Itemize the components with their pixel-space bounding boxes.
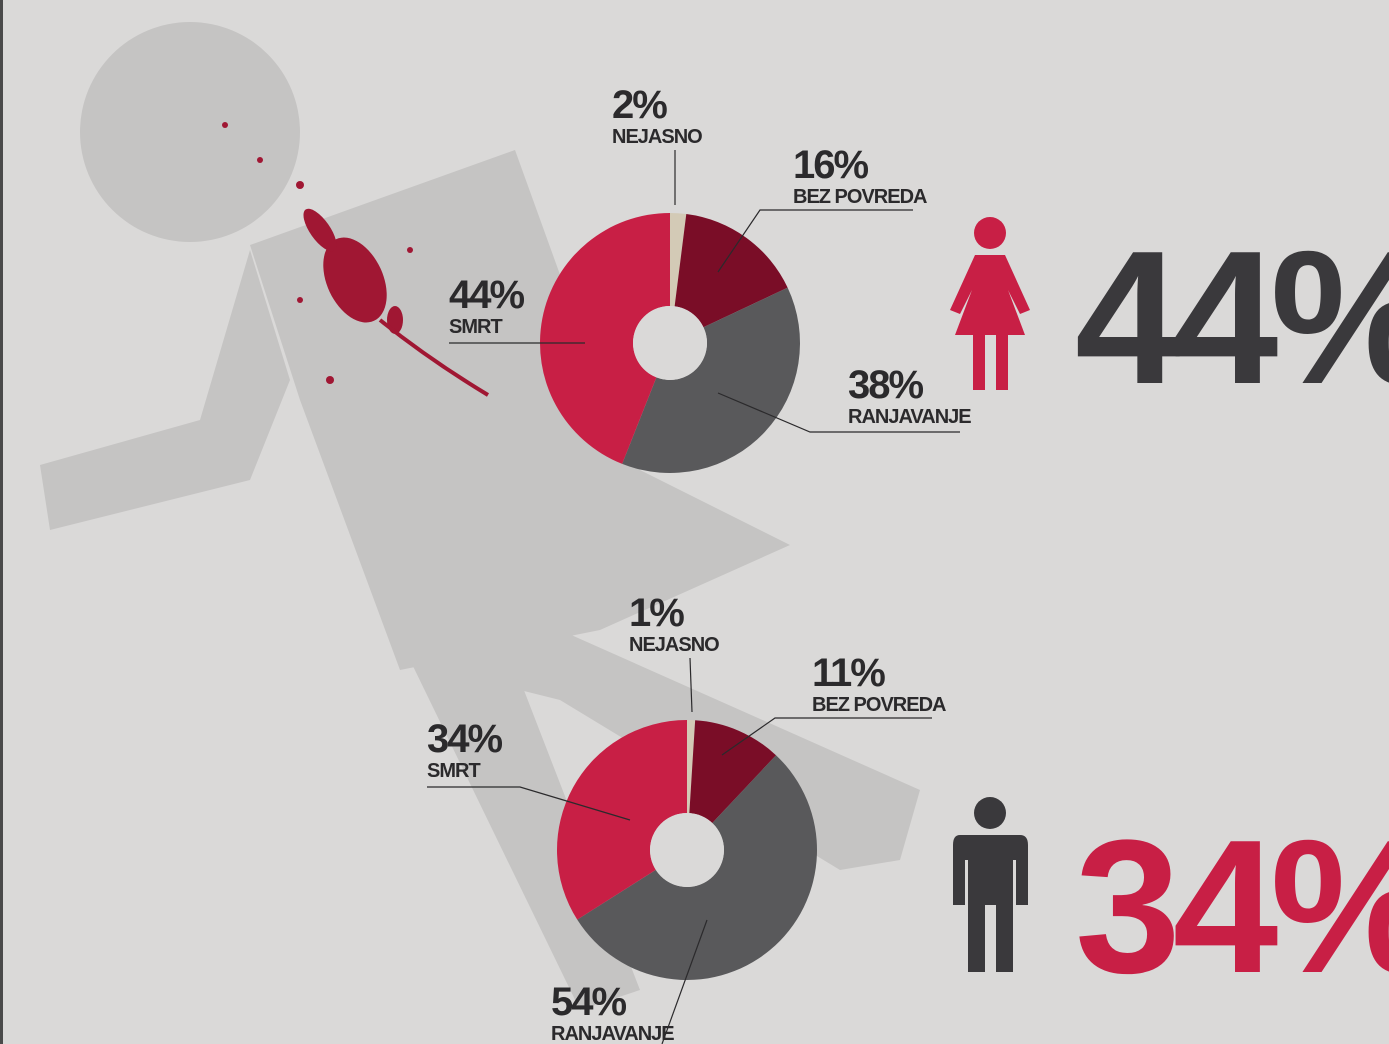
value-label: 38% [848, 363, 923, 407]
category-label: RANJAVANJE [551, 1023, 674, 1044]
category-label: SMRT [427, 760, 480, 782]
value-label: 54% [551, 980, 626, 1024]
value-label: 2% [612, 83, 667, 127]
donut-hole [633, 306, 707, 380]
value-label: 11% [812, 651, 885, 695]
value-label: 1% [629, 591, 684, 635]
category-label: BEZ POVREDA [793, 186, 927, 208]
edge [0, 0, 3, 1044]
category-label: NEJASNO [612, 126, 702, 148]
value-label: 34% [427, 717, 502, 761]
category-label: SMRT [449, 316, 502, 338]
category-label: NEJASNO [629, 634, 719, 656]
category-label: RANJAVANJE [848, 406, 971, 428]
headline: 44% [1075, 212, 1389, 424]
donut-hole [650, 813, 724, 887]
infographic: 2%NEJASNO16%BEZ POVREDA38%RANJAVANJE44%S… [0, 0, 1389, 1044]
value-label: 16% [793, 143, 868, 187]
headline: 34% [1075, 801, 1389, 1013]
category-label: BEZ POVREDA [812, 694, 946, 716]
value-label: 44% [449, 273, 524, 317]
